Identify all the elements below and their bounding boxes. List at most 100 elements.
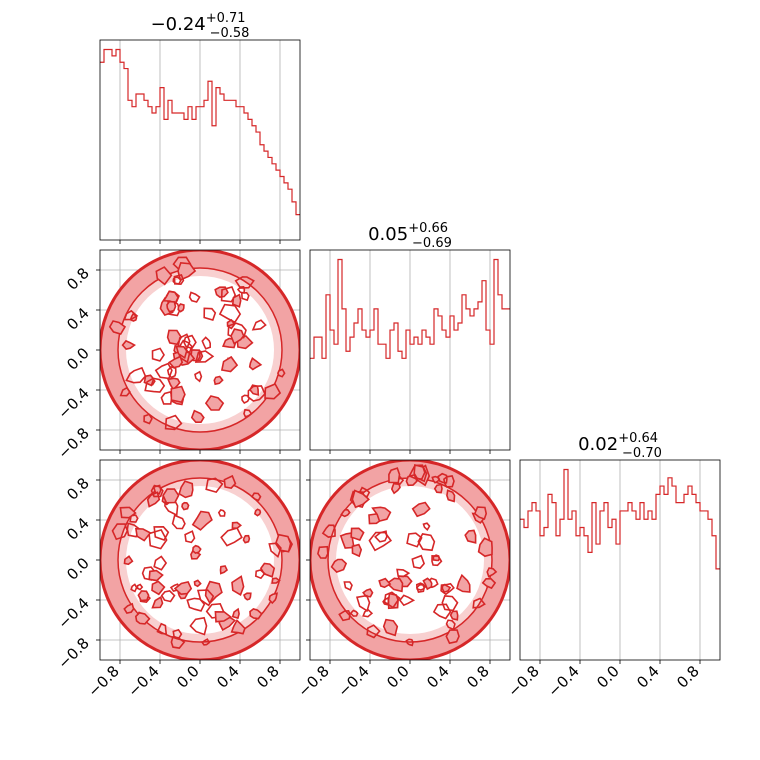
contour-blob (431, 475, 441, 484)
contour-blob (178, 480, 194, 499)
contour-blob (243, 408, 253, 418)
x-tick-label: 0.0 (173, 662, 203, 692)
contour-blob (321, 524, 336, 538)
contour-blob (481, 577, 497, 590)
contour-blob (173, 273, 185, 286)
contour-blob (396, 568, 411, 578)
contour-blob (143, 413, 153, 425)
contour-blob (317, 545, 329, 559)
contour-blob (446, 489, 456, 503)
contour-blob (123, 555, 134, 566)
contour-blob (231, 293, 242, 308)
contour-blob (441, 583, 452, 594)
contour-blob (343, 581, 353, 592)
histogram-param-1 (309, 249, 511, 454)
x-tick-label: 0.0 (593, 662, 623, 692)
contour-blob (129, 514, 139, 523)
contour-blob (241, 394, 251, 405)
y-tick-label: −0.8 (54, 634, 92, 672)
x-tick-label: −0.8 (294, 662, 332, 700)
contour-blob (134, 527, 152, 542)
x-tick-label: 0.8 (673, 662, 703, 692)
contour-blob (167, 355, 184, 369)
y-tick-label: −0.4 (54, 384, 92, 422)
contour-blob (191, 510, 213, 531)
contour-blob (190, 409, 205, 423)
contour-blob (151, 595, 164, 609)
contour-blob (119, 506, 137, 519)
contour-blob (378, 577, 392, 589)
histogram-step-line (520, 468, 720, 570)
contour-blob (196, 589, 215, 607)
contour-blob (130, 583, 138, 593)
contour-blob (148, 569, 164, 582)
contour-blob (205, 477, 224, 494)
contour-blob (155, 266, 173, 286)
contour-blob (277, 368, 286, 378)
contour-blob (186, 597, 206, 612)
contour-blob (194, 370, 203, 383)
contour-blob (177, 303, 185, 313)
contour-blob (170, 385, 186, 404)
contour-blob (203, 307, 217, 321)
contour-blob (194, 350, 215, 363)
contour-blob (231, 521, 242, 530)
y-tick-label: 0.4 (63, 514, 93, 544)
contour-blob (383, 591, 401, 609)
contour-blob (249, 608, 263, 620)
contour-blob (340, 509, 351, 518)
contour-blob (250, 492, 262, 502)
contour-blob (230, 328, 245, 345)
y-tick-label: 0.4 (63, 304, 93, 334)
contour-blob (417, 533, 436, 552)
contour-blob (111, 523, 129, 541)
contour-blob (374, 530, 388, 543)
contour-blob (443, 474, 455, 488)
y-tick-label: 0.8 (63, 264, 93, 294)
x-tick-label: −0.8 (504, 662, 542, 700)
contour-blob (230, 619, 246, 635)
contour-blob (153, 525, 170, 541)
contour-blob (243, 592, 252, 601)
contour-core (126, 276, 274, 424)
contour-blob (204, 580, 223, 605)
y-tick-label: 0.0 (63, 344, 93, 374)
contour-blob (433, 483, 443, 494)
contour-blob (441, 595, 459, 612)
contour-param-1-vs-2: −0.8 −0.4 0.0 0.4 0.8 (294, 459, 511, 701)
contour-blob (486, 567, 498, 578)
x-tick-label: 0.4 (633, 662, 663, 692)
contour-blob (408, 464, 426, 480)
contour-blob (398, 594, 416, 607)
contour-blob (213, 375, 224, 386)
contour-blob (184, 530, 196, 544)
contour-blob (183, 334, 197, 350)
contour-blob (338, 609, 351, 622)
contour-blob (166, 300, 177, 313)
contour-blob (125, 366, 147, 384)
contour-blob (193, 579, 202, 588)
contour-blob (134, 611, 151, 625)
contour-param-0-vs-1: −0.8−0.4 0.0 0.4 0.8 (54, 249, 301, 463)
title-param-1: 0.05+0.66 −0.69 (368, 221, 452, 251)
contour-blob (156, 622, 168, 635)
contour-blob (234, 276, 255, 289)
contour-blob (219, 565, 228, 575)
x-tick-label: 0.0 (383, 662, 413, 692)
contour-blob (464, 529, 477, 544)
x-tick-label: 0.4 (423, 662, 453, 692)
contour-blob (191, 544, 202, 554)
contour-blob (150, 484, 164, 498)
contour-core (336, 486, 484, 634)
contour-blob (148, 528, 168, 550)
contour-blob (153, 555, 168, 571)
contour-blob (204, 395, 225, 411)
contour-blob (201, 336, 211, 350)
contour-blob (214, 610, 233, 623)
contour-blob (254, 569, 266, 580)
contour-blob (242, 534, 251, 544)
contour-blob (144, 377, 166, 393)
title-0-plus: +0.71 (206, 11, 246, 26)
contour-blob (432, 603, 452, 620)
contour-blob (240, 292, 250, 302)
